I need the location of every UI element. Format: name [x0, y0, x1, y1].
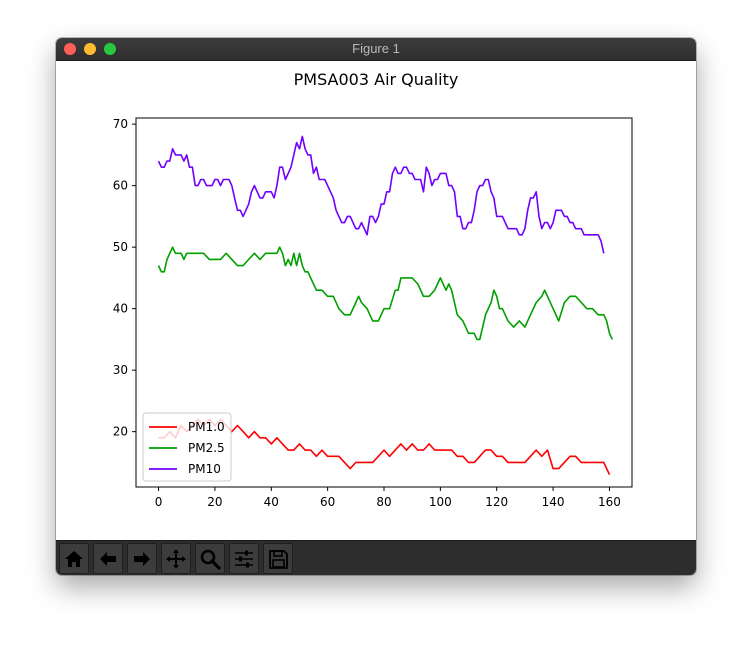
axes: 0 20 40 60 80 100 120 140 160 20 30 40 50 60 70 [113, 117, 633, 509]
y-tick-label: 60 [113, 179, 128, 193]
zoom-button[interactable] [195, 543, 225, 574]
figure-window: Figure 1 PMSA003 Air Quality 0 20 40 60 80 10… [56, 38, 696, 575]
x-tick-label: 100 [429, 495, 452, 509]
x-tick-label: 80 [376, 495, 391, 509]
x-tick-label: 160 [598, 495, 621, 509]
minimize-window-button[interactable] [84, 43, 96, 55]
series-lines [157, 135, 614, 476]
x-tick-label: 20 [207, 495, 222, 509]
x-tick-label: 60 [320, 495, 335, 509]
x-tick-label: 40 [264, 495, 279, 509]
x-tick-label: 120 [485, 495, 508, 509]
series-line-pm25 [157, 246, 614, 341]
back-button[interactable] [93, 543, 123, 574]
pan-button[interactable] [161, 543, 191, 574]
save-icon [269, 549, 288, 569]
window-title: Figure 1 [352, 41, 400, 56]
y-tick-label: 50 [113, 240, 128, 254]
chart-title: PMSA003 Air Quality [294, 70, 459, 89]
forward-arrow-icon [134, 551, 150, 566]
legend-label: PM2.5 [188, 441, 225, 455]
forward-button[interactable] [127, 543, 157, 574]
home-button[interactable] [59, 543, 89, 574]
y-tick-label: 40 [113, 302, 128, 316]
y-tick-label: 20 [113, 425, 128, 439]
pan-icon [166, 548, 186, 569]
legend: PM1.0 PM2.5 PM10 [142, 412, 232, 482]
legend-box [142, 412, 232, 482]
x-tick-label: 140 [542, 495, 565, 509]
configure-subplots-icon [235, 550, 253, 567]
close-window-button[interactable] [64, 43, 76, 55]
figure-canvas[interactable]: PMSA003 Air Quality 0 20 40 60 80 100 120 140 16… [56, 61, 696, 539]
title-bar[interactable]: Figure 1 [56, 38, 696, 61]
navigation-toolbar [56, 540, 696, 575]
y-tick-label: 30 [113, 363, 128, 377]
line-chart: PMSA003 Air Quality 0 20 40 60 80 100 120 140 16… [113, 70, 633, 509]
home-icon [65, 550, 83, 567]
configure-subplots-button[interactable] [229, 543, 259, 574]
maximize-window-button[interactable] [104, 43, 116, 55]
legend-label: PM10 [188, 462, 221, 476]
series-line-pm10 [157, 135, 605, 254]
legend-label: PM1.0 [188, 420, 225, 434]
save-button[interactable] [263, 543, 293, 574]
series-line-pm10 [158, 418, 611, 476]
x-tick-label: 0 [155, 495, 163, 509]
back-arrow-icon [100, 551, 116, 566]
zoom-icon [200, 549, 221, 570]
y-tick-label: 70 [113, 117, 128, 131]
